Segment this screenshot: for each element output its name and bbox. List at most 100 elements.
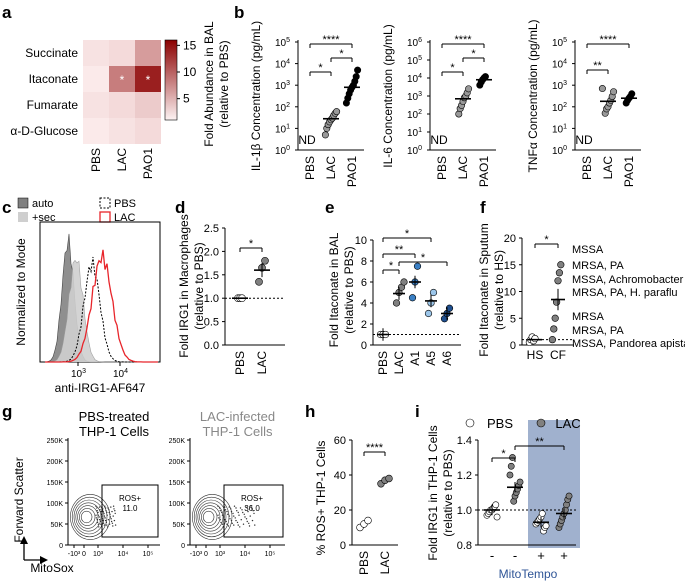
- event-dot: [254, 524, 256, 526]
- event-dot: [104, 519, 107, 522]
- heatmap-cell: [109, 92, 135, 118]
- y-tick-label: 102: [552, 102, 567, 114]
- contour-ring: [197, 502, 224, 532]
- x-tick-label: PBS: [233, 351, 247, 375]
- event-dot: [231, 522, 233, 524]
- event-dot: [114, 524, 117, 526]
- event-dot: [221, 523, 224, 525]
- data-point: [445, 304, 454, 312]
- legend-marker-lac: [536, 418, 546, 428]
- x-tick-label: A6: [440, 351, 454, 366]
- significance-bracket-label: ****: [454, 34, 472, 46]
- legend-label-auto: auto: [32, 198, 53, 210]
- x-tick-label: PBS: [357, 551, 371, 575]
- heatmap-cell: [109, 66, 135, 92]
- data-point: [531, 334, 539, 343]
- contour-ring: [201, 508, 218, 526]
- event-dot: [112, 505, 115, 507]
- y-tick-label: 0.0: [204, 340, 219, 352]
- event-dot: [237, 524, 239, 526]
- event-dot: [219, 510, 221, 512]
- colorbar: [164, 39, 178, 121]
- x-tick-label: 10⁵: [143, 551, 154, 558]
- event-dot: [113, 508, 115, 510]
- x-tick-label: -: [513, 548, 517, 563]
- heatmap-cell: [135, 118, 161, 144]
- isolate-annotation: MRSA, PA: [572, 260, 624, 272]
- event-dot: [98, 526, 100, 528]
- y-tick-label: 104: [275, 59, 290, 71]
- event-dot: [97, 523, 100, 525]
- y-tick-label: 105: [552, 37, 567, 49]
- axis-arrow-head-up: [20, 536, 28, 544]
- x-tick-label: PAO1: [622, 156, 636, 187]
- y-tick-label: 0: [510, 340, 516, 352]
- event-dot: [217, 505, 219, 507]
- heatmap-significance-star: *: [146, 73, 151, 87]
- event-dot: [230, 508, 232, 510]
- y-tick-label: 100: [275, 145, 290, 157]
- panel-f-itaconate-sputum: 0 5 10 15 20 * HS CF MSSA MRSA, PA MSSA, Achromoba…: [477, 223, 685, 362]
- y-tick-label: 10: [504, 287, 516, 299]
- y-axis-label-line1: Fold IRG1 in Macrophages: [177, 214, 191, 357]
- significance-bracket-label: ****: [366, 442, 384, 454]
- data-point: [555, 269, 564, 277]
- event-dot: [110, 506, 112, 508]
- y-tick-label: 20: [504, 233, 516, 245]
- y-tick-label: 60: [334, 435, 346, 447]
- event-dot: [99, 520, 102, 523]
- histogram-auto: [44, 233, 158, 363]
- y-tick-label: 2.5: [204, 223, 219, 235]
- panel-letter-i: i: [415, 402, 420, 421]
- event-dot: [221, 511, 223, 514]
- significance-bracket-label: **: [593, 60, 602, 72]
- event-dot: [105, 510, 107, 512]
- y-tick-label: 100K: [47, 501, 64, 508]
- data-point: [392, 299, 401, 307]
- y-axis-label-line2: (relative to PBS): [342, 246, 356, 333]
- colorbar-label-line1: Fold Abundance in BAL: [202, 21, 216, 147]
- colorbar-tick-label: 15: [183, 38, 197, 52]
- x-tick-label: PBS: [435, 156, 449, 180]
- legend-label-sec: +sec: [32, 212, 56, 224]
- x-tick-label: 10³: [93, 551, 104, 558]
- data-point: [424, 309, 433, 318]
- significance-bracket-label: *: [405, 228, 410, 240]
- data-point: [538, 510, 546, 517]
- y-axis-label-line1: Fold IRG1 in THP-1 Cells: [426, 425, 440, 560]
- data-point: [610, 88, 618, 96]
- event-dot: [228, 515, 230, 517]
- x-tick-label: CF: [550, 348, 566, 362]
- event-dot: [218, 517, 220, 519]
- isolate-annotation: MSSA: [572, 244, 604, 256]
- legend-swatch-sec: [18, 212, 28, 222]
- data-point: [465, 85, 473, 93]
- x-tick-label: PBS: [376, 351, 390, 375]
- x-tick-label: -10³: [68, 551, 81, 558]
- significance-bracket-label: ****: [322, 34, 340, 46]
- legend-marker-pbs: [465, 418, 475, 428]
- heatmap-cell: [135, 66, 161, 92]
- event-dot: [106, 526, 109, 528]
- heatmap-column-label: LAC: [115, 148, 129, 172]
- event-dot: [100, 510, 102, 513]
- y-tick-label: 2.0: [204, 246, 219, 258]
- contour-ring: [79, 508, 96, 526]
- panel-h-ros-cells: 0 20 40 60 **** PBS LAC % ROS+ THP-1 Cells: [314, 435, 398, 575]
- contour-ring: [192, 494, 233, 540]
- y-tick-label: 0: [361, 340, 367, 352]
- plot-title-line1: LAC-infected: [200, 409, 275, 424]
- data-point: [333, 108, 341, 116]
- isolate-annotation: MRSA, PA: [572, 325, 624, 337]
- event-dot: [114, 510, 116, 512]
- legend-swatch-pbs: [99, 197, 111, 209]
- event-dot: [104, 507, 107, 509]
- data-point: [255, 278, 263, 286]
- x-tick-label: 10⁴: [240, 551, 251, 558]
- y-tick-label: 0: [59, 543, 63, 550]
- event-dot: [103, 515, 106, 517]
- data-point: [565, 492, 573, 500]
- ros-gate: [101, 484, 159, 538]
